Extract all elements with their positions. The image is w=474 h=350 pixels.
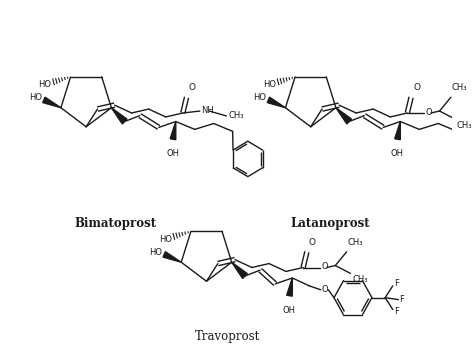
Text: F: F bbox=[394, 279, 399, 288]
Text: Travoprost: Travoprost bbox=[195, 330, 260, 343]
Text: Latanoprost: Latanoprost bbox=[291, 217, 370, 230]
Text: F: F bbox=[400, 295, 404, 304]
Text: CH₃: CH₃ bbox=[347, 238, 363, 247]
Text: CH₃: CH₃ bbox=[456, 121, 472, 130]
Text: OH: OH bbox=[166, 149, 180, 158]
Text: CH₃: CH₃ bbox=[452, 83, 467, 92]
Text: O: O bbox=[322, 285, 328, 294]
Polygon shape bbox=[287, 278, 292, 296]
Text: CH₃: CH₃ bbox=[352, 275, 368, 285]
Text: OH: OH bbox=[391, 149, 404, 158]
Text: OH: OH bbox=[283, 306, 296, 315]
Text: HO: HO bbox=[29, 93, 42, 103]
Text: O: O bbox=[425, 107, 432, 117]
Text: HO: HO bbox=[254, 93, 266, 103]
Text: HO: HO bbox=[38, 80, 52, 89]
Text: HO: HO bbox=[149, 248, 162, 257]
Text: O: O bbox=[309, 238, 316, 247]
Text: O: O bbox=[321, 262, 328, 271]
Polygon shape bbox=[336, 108, 352, 124]
Text: NH: NH bbox=[201, 106, 213, 114]
Polygon shape bbox=[111, 108, 127, 124]
Polygon shape bbox=[170, 121, 176, 140]
Polygon shape bbox=[163, 252, 181, 262]
Polygon shape bbox=[395, 121, 401, 140]
Polygon shape bbox=[232, 262, 247, 279]
Text: HO: HO bbox=[159, 235, 172, 244]
Polygon shape bbox=[43, 97, 61, 108]
Text: HO: HO bbox=[263, 80, 276, 89]
Text: O: O bbox=[413, 83, 420, 92]
Text: Bimatoprost: Bimatoprost bbox=[74, 217, 156, 230]
Text: F: F bbox=[394, 307, 399, 316]
Polygon shape bbox=[267, 97, 285, 108]
Text: O: O bbox=[189, 83, 195, 92]
Text: CH₃: CH₃ bbox=[228, 111, 244, 120]
